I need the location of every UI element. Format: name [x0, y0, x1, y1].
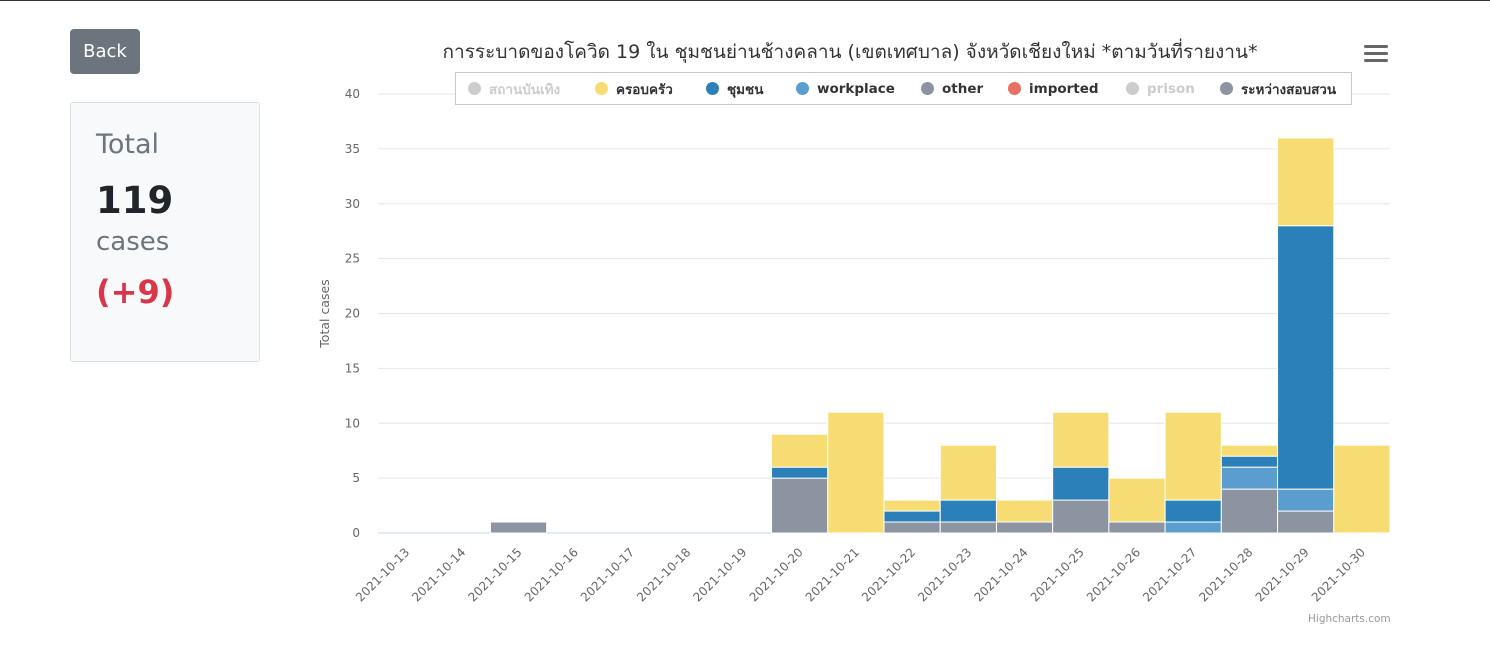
- bar-segment[interactable]: [939, 521, 997, 534]
- total-delta: (+9): [96, 273, 175, 311]
- bar-segment[interactable]: [827, 411, 885, 534]
- bar-segment[interactable]: [883, 521, 941, 534]
- y-tick-label: 5: [352, 471, 360, 485]
- bar-segment[interactable]: [1220, 444, 1279, 457]
- x-tick-label: 2021-10-19: [690, 545, 749, 604]
- chart-menu-icon[interactable]: [1364, 45, 1388, 67]
- y-tick-label: 35: [345, 142, 360, 156]
- legend-label: สถานบันเทิง: [489, 81, 561, 98]
- legend-label: ชุมชน: [727, 81, 764, 98]
- total-label: Total: [96, 129, 160, 160]
- legend-label: workplace: [817, 80, 895, 97]
- x-tick-label: 2021-10-24: [971, 545, 1030, 604]
- bar-segment[interactable]: [939, 499, 997, 523]
- bar-segment[interactable]: [1164, 411, 1222, 501]
- legend-item[interactable]: other: [921, 73, 983, 104]
- legend-marker-icon: [706, 82, 719, 95]
- y-tick-label: 10: [345, 416, 360, 430]
- legend-marker-icon: [921, 82, 934, 95]
- bar-segment[interactable]: [1277, 510, 1335, 534]
- bar-segment[interactable]: [1277, 488, 1335, 512]
- legend-marker-icon: [468, 82, 481, 95]
- legend-item[interactable]: ชุมชน: [706, 73, 763, 104]
- x-tick-label: 2021-10-16: [522, 545, 581, 604]
- legend-label: prison: [1147, 80, 1195, 97]
- x-tick-label: 2021-10-15: [465, 545, 524, 604]
- y-tick-label: 30: [345, 197, 360, 211]
- x-tick-label: 2021-10-23: [915, 545, 974, 604]
- legend-item[interactable]: imported: [1008, 73, 1099, 104]
- bar-segment[interactable]: [1220, 466, 1279, 490]
- legend-marker-icon: [595, 82, 608, 95]
- bar-segment[interactable]: [1108, 477, 1166, 523]
- bar-segment[interactable]: [771, 477, 829, 534]
- x-tick-label: 2021-10-30: [1309, 545, 1368, 604]
- legend-label: ระหว่างสอบสวน: [1241, 81, 1337, 98]
- bar-segment[interactable]: [995, 499, 1054, 523]
- legend-label: other: [942, 80, 984, 97]
- legend-item[interactable]: ระหว่างสอบสวน: [1220, 73, 1336, 104]
- x-tick-label: 2021-10-26: [1084, 545, 1143, 604]
- x-tick-label: 2021-10-25: [1028, 545, 1087, 604]
- total-unit: cases: [96, 227, 170, 257]
- y-tick-label: 15: [345, 361, 360, 375]
- x-tick-label: 2021-10-17: [578, 545, 637, 604]
- legend-item[interactable]: prison: [1126, 73, 1195, 104]
- bar-segment[interactable]: [883, 499, 941, 512]
- legend-item[interactable]: ครอบครัว: [595, 73, 673, 104]
- bar-segment[interactable]: [1052, 466, 1110, 501]
- bar-segment[interactable]: [1108, 521, 1166, 534]
- y-tick-label: 20: [345, 307, 360, 321]
- bar-segment[interactable]: [1052, 499, 1110, 534]
- bar-segment[interactable]: [1164, 521, 1222, 534]
- bar-segment[interactable]: [1220, 455, 1279, 468]
- legend-marker-icon: [1008, 82, 1021, 95]
- bar-segment[interactable]: [1277, 137, 1335, 227]
- bar-segment[interactable]: [939, 444, 997, 501]
- bar-segment[interactable]: [1052, 411, 1110, 468]
- y-tick-label: 0: [352, 526, 360, 540]
- y-axis-title: Total cases: [317, 279, 332, 348]
- x-tick-label: 2021-10-21: [803, 545, 862, 604]
- legend-label: ครอบครัว: [616, 81, 673, 98]
- legend-item[interactable]: สถานบันเทิง: [468, 73, 560, 104]
- bar-segment[interactable]: [995, 521, 1054, 534]
- chart-credits[interactable]: Highcharts.com: [1308, 613, 1391, 625]
- total-value: 119: [96, 179, 174, 222]
- y-tick-label: 25: [345, 252, 360, 266]
- bar-segment[interactable]: [1277, 225, 1335, 490]
- x-tick-label: 2021-10-20: [747, 545, 806, 604]
- legend-marker-icon: [1220, 82, 1233, 95]
- x-tick-label: 2021-10-22: [859, 545, 918, 604]
- bar-segment[interactable]: [1333, 444, 1391, 534]
- x-tick-label: 2021-10-13: [353, 545, 412, 604]
- x-tick-label: 2021-10-27: [1140, 545, 1199, 604]
- chart-legend: สถานบันเทิง ครอบครัว ชุมชน workplace other im…: [455, 72, 1352, 105]
- chart-title: การระบาดของโควิด 19 ใน ชุมชนย่านช้างคลาน…: [442, 41, 1258, 63]
- bar-segment[interactable]: [1220, 488, 1279, 534]
- bar-segment[interactable]: [883, 510, 941, 523]
- legend-item[interactable]: workplace: [796, 73, 895, 104]
- legend-label: imported: [1029, 80, 1099, 97]
- total-cases-card: Total 119 cases (+9): [70, 102, 260, 362]
- back-button[interactable]: Back: [70, 29, 140, 74]
- y-tick-label: 40: [345, 87, 360, 101]
- x-tick-label: 2021-10-28: [1196, 545, 1255, 604]
- x-tick-label: 2021-10-14: [409, 545, 468, 604]
- bar-segment[interactable]: [1164, 499, 1222, 523]
- legend-marker-icon: [1126, 82, 1139, 95]
- bar-segment[interactable]: [771, 433, 829, 468]
- x-tick-label: 2021-10-29: [1253, 545, 1312, 604]
- bar-segment[interactable]: [489, 521, 548, 534]
- legend-marker-icon: [796, 82, 809, 95]
- bar-segment[interactable]: [771, 466, 829, 479]
- x-tick-label: 2021-10-18: [634, 545, 693, 604]
